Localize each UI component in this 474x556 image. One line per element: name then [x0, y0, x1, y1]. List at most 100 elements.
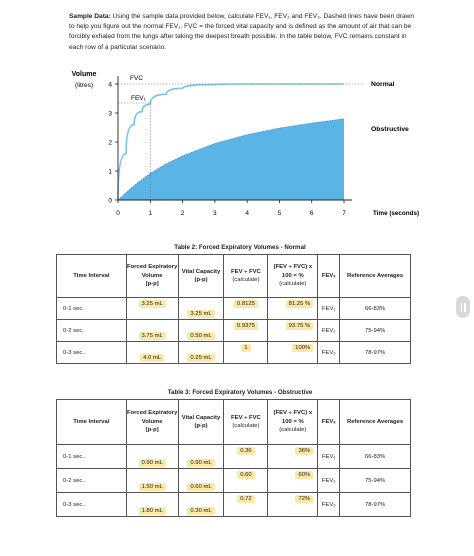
cell-fevx: FEV₁	[317, 444, 341, 469]
cell-pct: 100%	[267, 341, 319, 364]
cell-fev: 0.90 mL	[125, 444, 179, 469]
cell-vc: 0.60 mL	[177, 468, 225, 493]
header-vc-sub: (p-p)	[194, 277, 208, 283]
grip-line	[460, 302, 462, 312]
x-tick-label: 5	[278, 210, 282, 217]
time-text: 0-3 sec.	[63, 501, 84, 508]
header-vc-sub: (p-p)	[194, 423, 208, 429]
header-pct-sub: (calculate)	[279, 427, 307, 434]
y-axis-label: Volume	[72, 71, 97, 78]
obstructive-line	[117, 118, 345, 201]
ref-value: 75-94%	[364, 477, 386, 484]
obstructive-area	[118, 118, 344, 200]
x-tick-label: 3	[213, 210, 217, 217]
header-fev-label: Forced Expiratory Volume	[126, 264, 178, 279]
cell-ref: 66-83%	[339, 297, 411, 320]
ref-value: 75-94%	[364, 327, 386, 334]
pct-value: 60%	[295, 471, 314, 479]
x-tick-label: 6	[310, 210, 314, 217]
vc-value: 0.60 mL	[187, 483, 215, 491]
time-text: 0-3 sec.	[63, 349, 84, 356]
header-fev-sub: [p-p]	[145, 427, 159, 434]
fev-value: 3.75 mL	[138, 332, 166, 340]
table-normal: Time Interval Forced Expiratory Volume [p…	[56, 254, 411, 364]
x-axis-label: Time (seconds)	[373, 210, 419, 217]
cell-ratio: 0.60	[223, 468, 269, 493]
cell-pct: 60%	[267, 468, 319, 493]
cell-ratio: 0.72	[223, 492, 269, 517]
pct-value: 36%	[295, 447, 314, 455]
pct-value: 100%	[292, 344, 314, 352]
ratio-value: 0.9375	[233, 322, 258, 330]
cell-fevx: FEV₃	[317, 492, 341, 517]
cell-fev: 1.80 mL	[125, 492, 179, 517]
table2-caption: Table 2: Forced Expiratory Volumes - Nor…	[174, 244, 306, 251]
time-text: 0-1 sec.	[63, 305, 84, 312]
ratio-value: 0.72	[237, 495, 255, 503]
cell-ref: 78-97%	[339, 341, 411, 364]
fev-value: 3.25 mL	[138, 300, 166, 308]
y-tick-label: 1	[108, 168, 112, 175]
header-fevx: FEVₓ	[317, 254, 341, 298]
cell-fevx: FEV₃	[317, 341, 341, 364]
pct-value: 93.75 %	[285, 322, 314, 330]
header-vc-label: Vital Capacity	[181, 414, 221, 421]
cell-ratio: 0.36	[223, 444, 269, 469]
table-obstructive: Time Interval Forced Expiratory Volume [p…	[56, 399, 411, 517]
header-ref: Reference Averages	[339, 399, 411, 445]
header-pct-sub: (calculate)	[279, 281, 307, 288]
header-ratio-label: FEV ÷ FVC	[231, 268, 261, 275]
cell-time: 0-3 sec.	[56, 341, 127, 364]
time-text: 0-2 sec.	[63, 477, 84, 484]
vc-value: 0.50 mL	[187, 332, 215, 340]
cell-ratio: 0.8125	[223, 297, 269, 320]
cell-ref: 75-94%	[339, 468, 411, 493]
fvc-annotation: FVC	[130, 75, 143, 82]
ref-value: 78-97%	[364, 501, 386, 508]
time-text: 0-1 sec.	[63, 453, 84, 460]
intro-label: Sample Data:	[69, 13, 111, 20]
cell-fevx: FEV₂	[317, 468, 341, 493]
header-ratio-sub: (calculate)	[232, 423, 260, 429]
header-fev: Forced Expiratory Volume [p-p]	[125, 254, 179, 298]
header-fev: Forced Expiratory Volume [p-p]	[125, 399, 179, 445]
fev-value: 1.50 mL	[138, 483, 166, 491]
vc-value: 0.90 mL	[187, 459, 215, 467]
fev-value: 0.90 mL	[138, 459, 166, 467]
cell-pct: 72%	[267, 492, 319, 517]
spirometry-chart: 0 1 2 3 4 0 1 2 3 4 5 6 7 Volume (litres) Time (seconds…	[72, 71, 419, 217]
header-ratio: FEV ÷ FVC (calculate)	[223, 399, 269, 445]
cell-ref: 78-97%	[339, 492, 411, 517]
vc-value: 3.25 mL	[187, 310, 215, 318]
fevx-label: FEV₁	[322, 305, 336, 312]
header-ref: Reference Averages	[339, 254, 411, 298]
cell-pct: 36%	[267, 444, 319, 469]
table-row: 0-2 sec. 3.75 mL 0.50 mL 0.9375 93.75 % FEV₂ 7…	[56, 319, 411, 342]
header-ratio-sub: (calculate)	[232, 277, 260, 283]
cell-ratio: 1	[223, 341, 269, 364]
cell-time: 0-2 sec.	[56, 319, 127, 342]
ratio-value: 0.36	[237, 447, 255, 455]
time-text: 0-2 sec.	[63, 327, 84, 334]
header-fev-sub: [p-p]	[145, 281, 159, 288]
x-tick-label: 0	[116, 210, 120, 217]
y-axis-unit: (litres)	[75, 82, 93, 89]
cell-pct: 93.75 %	[267, 319, 319, 342]
x-tick-label: 2	[181, 210, 185, 217]
cell-vc: 3.25 mL	[177, 297, 225, 320]
cell-fev: 3.75 mL	[125, 319, 179, 342]
table3-caption: Table 3: Forced Expiratory Volumes - Obs…	[167, 389, 313, 396]
vc-value: 0.25 mL	[187, 354, 215, 362]
x-tick-label: 7	[342, 210, 346, 217]
fev-value: 1.80 mL	[138, 507, 166, 515]
fev-value: 4.0 mL	[140, 354, 165, 362]
table-row: 0-3 sec. 4.0 mL 0.25 mL 1 100% FEV₃ 78-97%	[56, 341, 411, 364]
header-vc: Vital Capacity (p-p)	[177, 399, 225, 445]
cell-fev: 3.25 mL	[125, 297, 179, 320]
series-label-normal: Normal	[371, 81, 395, 88]
header-ratio-label: FEV ÷ FVC	[231, 414, 261, 421]
fev1-annotation: FEV₁	[131, 95, 147, 102]
scroll-handle[interactable]	[456, 296, 470, 318]
cell-vc: 0.30 mL	[177, 492, 225, 517]
ref-value: 78-97%	[364, 349, 386, 356]
